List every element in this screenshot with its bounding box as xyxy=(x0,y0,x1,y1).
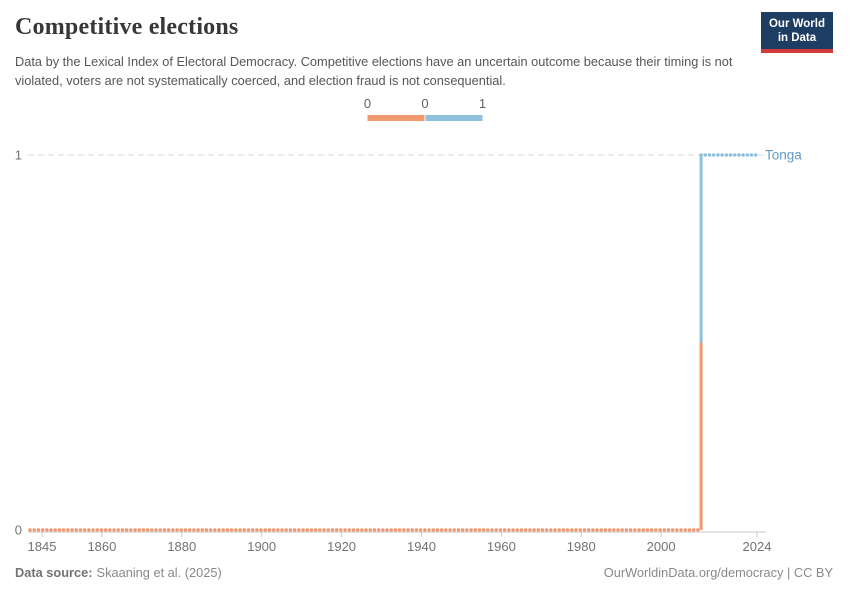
x-axis-tick-label: 2024 xyxy=(743,539,772,554)
x-axis-tick-label: 1920 xyxy=(327,539,356,554)
x-axis-tick-label: 1940 xyxy=(407,539,436,554)
legend-label-max: 1 xyxy=(478,96,487,111)
x-axis-tick-label: 1980 xyxy=(567,539,596,554)
x-axis-tick-label: 1845 xyxy=(28,539,57,554)
x-axis-tick-label: 1960 xyxy=(487,539,516,554)
data-source-value: Skaaning et al. (2025) xyxy=(96,565,222,580)
data-source-label: Data source: xyxy=(15,565,93,580)
page-title: Competitive elections xyxy=(15,14,239,40)
owid-logo-line2: in Data xyxy=(777,32,817,45)
legend-segment-0[interactable] xyxy=(367,115,425,121)
owid-logo[interactable]: Our World in Data xyxy=(760,12,833,54)
legend: 0 0 1 xyxy=(364,96,487,121)
y-axis-tick-label: 1 xyxy=(15,148,22,163)
owid-logo-line1: Our World xyxy=(768,18,825,30)
x-axis-tick-label: 1880 xyxy=(167,539,196,554)
legend-bars xyxy=(367,115,483,121)
x-axis-tick-label: 1860 xyxy=(87,539,116,554)
legend-labels: 0 0 1 xyxy=(364,96,487,112)
legend-label-min: 0 xyxy=(363,96,372,111)
credit-separator: | xyxy=(783,565,794,580)
y-axis-tick-label: 0 xyxy=(15,523,22,538)
chart-subtitle: Data by the Lexical Index of Electoral D… xyxy=(15,54,733,88)
legend-segment-1[interactable] xyxy=(425,115,483,121)
license-label: CC BY xyxy=(793,565,833,580)
x-axis-tick-label: 2000 xyxy=(647,539,676,554)
data-source: Data source: Skaaning et al. (2025) xyxy=(15,565,222,580)
credit: OurWorldinData.org/democracy | CC BY xyxy=(604,565,833,580)
chart-footer: Data source: Skaaning et al. (2025) OurWo… xyxy=(15,565,833,580)
legend-label-mid: 0 xyxy=(421,96,429,111)
credit-link[interactable]: OurWorldinData.org/democracy xyxy=(603,565,784,580)
x-axis-tick-label: 1900 xyxy=(247,539,276,554)
entity-label: Tonga xyxy=(765,148,802,163)
chart-plot[interactable]: 1845 1860 1880 1900 1920 1940 1960 1980 2000 2024… xyxy=(0,130,850,570)
